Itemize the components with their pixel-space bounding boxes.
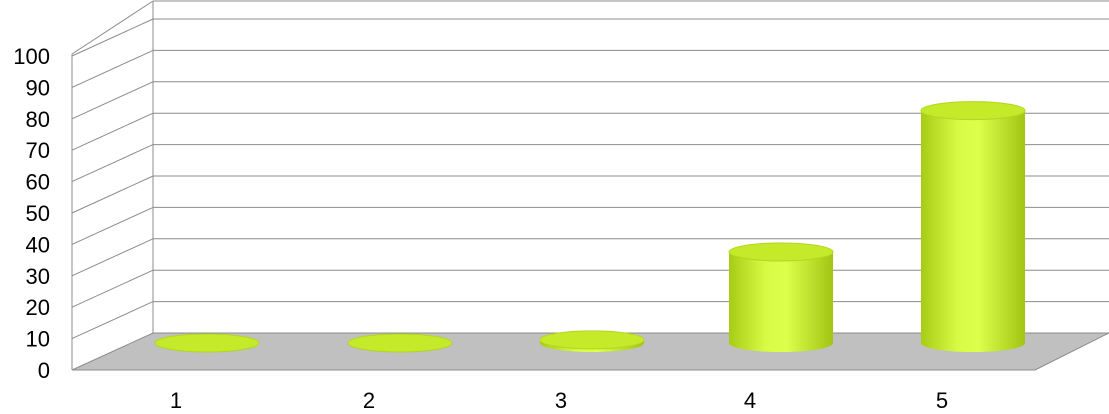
y-tick-label: 50 (26, 201, 50, 226)
gridline-side (71, 175, 154, 214)
bar (920, 101, 1026, 352)
y-tick-label: 70 (26, 138, 50, 163)
x-tick-label: 4 (744, 388, 756, 413)
bar-top (539, 330, 645, 350)
x-axis-tick-labels: 1 2 3 4 5 (170, 388, 948, 413)
bar (728, 242, 834, 352)
gridline-side (71, 112, 154, 151)
x-tick-label: 3 (555, 388, 567, 413)
gridline-side (71, 49, 154, 88)
bar-top (920, 101, 1026, 121)
bar (154, 333, 260, 353)
gridline-side (71, 206, 154, 245)
y-tick-label: 40 (26, 232, 50, 257)
y-tick-label: 60 (26, 170, 50, 195)
side-wall-top-edge (71, 0, 154, 55)
bar-top (728, 242, 834, 262)
x-tick-label: 1 (170, 388, 182, 413)
gridline-side (71, 81, 154, 120)
y-axis-tick-labels: 0 10 20 30 40 50 60 70 80 90 100 (13, 44, 50, 383)
y-tick-label: 0 (38, 358, 50, 383)
bars (154, 101, 1026, 353)
x-tick-label: 2 (363, 388, 375, 413)
gridline-side (71, 144, 154, 183)
gridline-side (71, 18, 154, 57)
y-tick-label: 10 (26, 327, 50, 352)
y-tick-label: 100 (13, 44, 50, 69)
y-tick-label: 90 (26, 75, 50, 100)
y-tick-label: 20 (26, 295, 50, 320)
y-tick-label: 30 (26, 264, 50, 289)
bar-body (729, 251, 833, 352)
bar-body (921, 110, 1025, 352)
gridline-side (71, 301, 154, 340)
bar-top (347, 333, 453, 353)
x-tick-label: 5 (936, 388, 948, 413)
bar-top (154, 333, 260, 353)
chart-walls (71, 0, 1109, 370)
bar (539, 330, 645, 352)
bar (347, 333, 453, 353)
gridline-side (71, 269, 154, 308)
y-tick-label: 80 (26, 107, 50, 132)
gridline-side (71, 238, 154, 277)
